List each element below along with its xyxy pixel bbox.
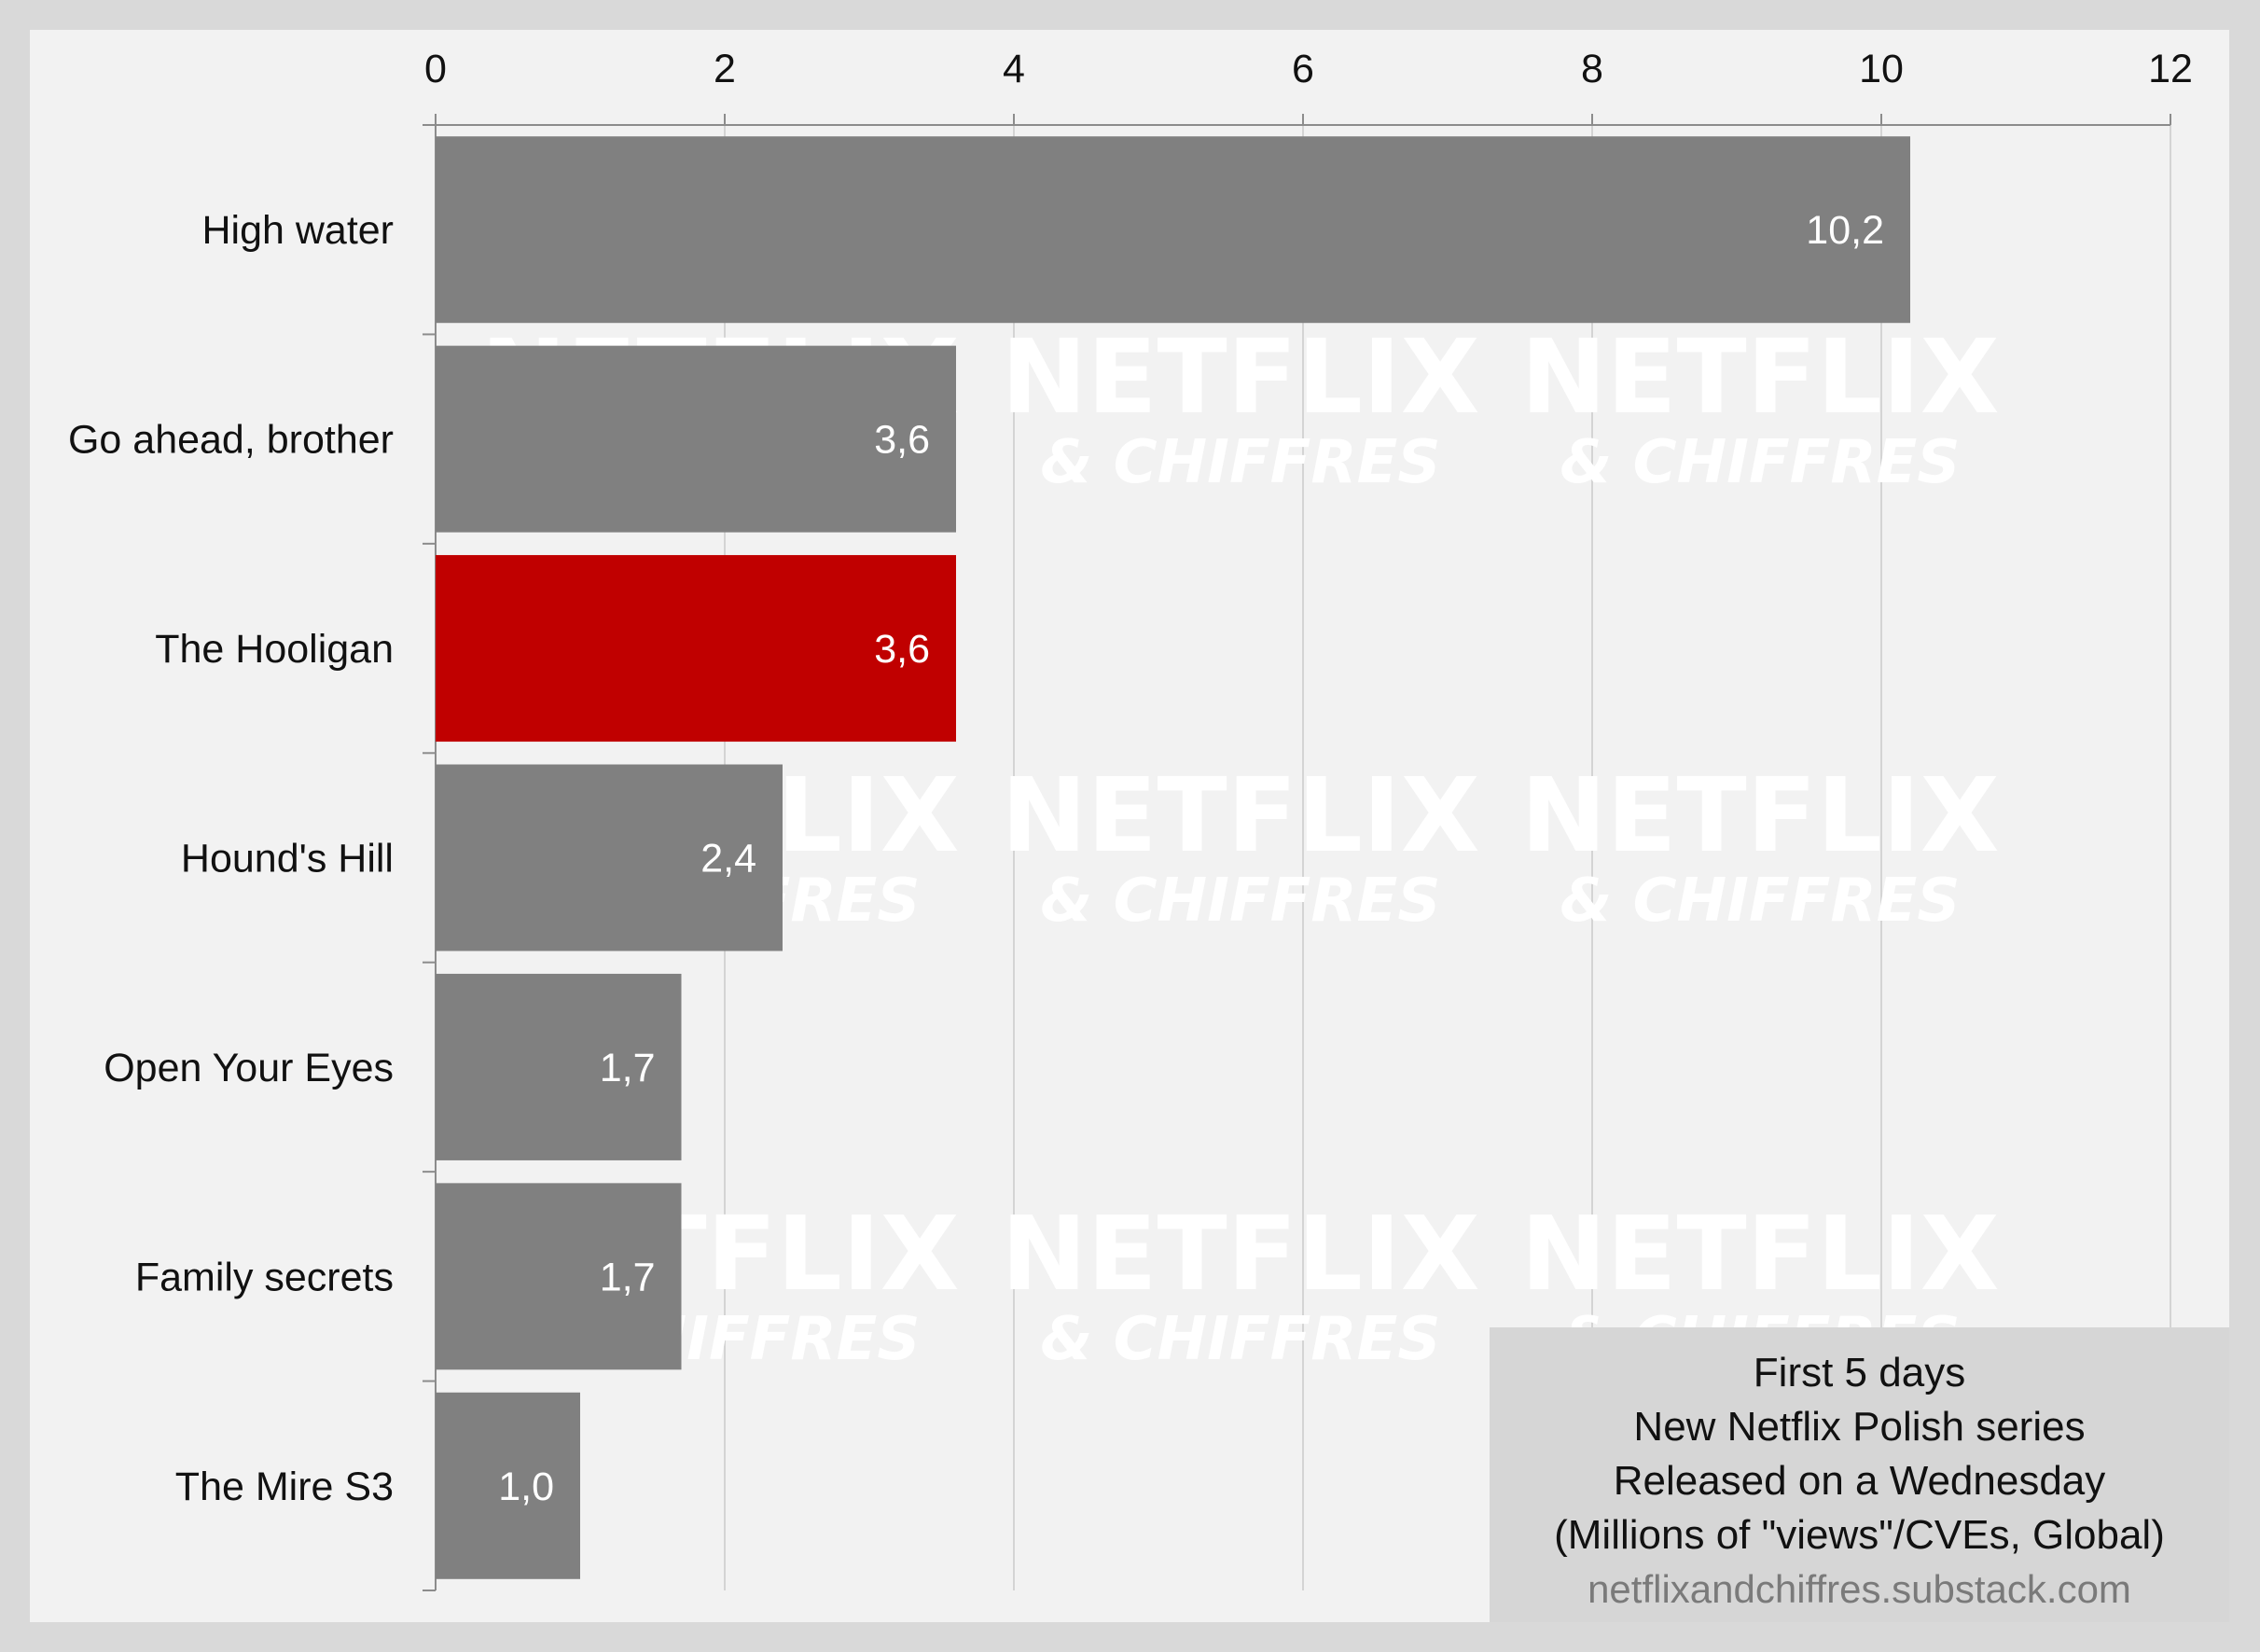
source-url: netflixandchiffres.substack.com: [1588, 1567, 2131, 1611]
bar-value-label: 10,2: [1806, 208, 1884, 253]
bar: [436, 973, 682, 1160]
x-tick-label: 10: [1859, 47, 1904, 91]
bar-value-label: 1,0: [498, 1465, 554, 1509]
watermark-logo-subtext: & CHIFFRES: [1560, 428, 1961, 497]
x-tick-label: 8: [1581, 47, 1603, 91]
watermark-logo-subtext: & CHIFFRES: [1560, 867, 1961, 936]
x-tick-label: 0: [424, 47, 447, 91]
watermark-logo-subtext: & CHIFFRES: [1041, 867, 1441, 936]
category-label: Go ahead, brother: [68, 418, 394, 463]
bar-value-label: 3,6: [874, 418, 930, 463]
watermark-logo-subtext: & CHIFFRES: [1041, 1305, 1441, 1374]
category-label: High water: [201, 208, 394, 253]
watermark-logo-subtext: & CHIFFRES: [1041, 428, 1441, 497]
watermark-logo-text: NETFLIX: [1520, 317, 1999, 437]
category-label: The Mire S3: [175, 1465, 394, 1509]
x-tick-label: 6: [1292, 47, 1314, 91]
bar-value-label: 2,4: [700, 837, 756, 882]
bar: [436, 764, 783, 951]
watermark-logo-text: NETFLIX: [1001, 1194, 1479, 1313]
category-label: The Hooligan: [155, 627, 394, 672]
watermark-logo-text: NETFLIX: [1520, 756, 1999, 875]
x-tick-label: 4: [1003, 47, 1025, 91]
x-tick-label: 12: [2148, 47, 2193, 91]
bar: [436, 1183, 682, 1370]
bar-value-label: 3,6: [874, 627, 930, 672]
category-label: Family secrets: [135, 1255, 394, 1299]
bar-value-label: 1,7: [600, 1046, 656, 1090]
bar-value-label: 1,7: [600, 1255, 656, 1299]
caption-line-2: New Netflix Polish series: [1633, 1404, 2086, 1450]
x-tick-label: 2: [714, 47, 736, 91]
watermark-logo-text: NETFLIX: [1001, 317, 1479, 437]
category-label: Open Your Eyes: [104, 1046, 394, 1090]
bar: [436, 555, 956, 743]
category-label: Hound's Hill: [181, 837, 394, 882]
watermark-logo-text: NETFLIX: [1520, 1194, 1999, 1313]
caption-line-1: First 5 days: [1753, 1350, 1966, 1395]
bar: [436, 1392, 580, 1579]
bar: [436, 136, 1910, 324]
caption-line-3: Released on a Wednesday: [1613, 1458, 2106, 1504]
caption-line-4: (Millions of "views"/CVEs, Global): [1554, 1512, 2165, 1558]
bar: [436, 345, 956, 533]
watermark-logo-text: NETFLIX: [1001, 756, 1479, 875]
chart-caption-box: First 5 days New Netflix Polish series R…: [1490, 1327, 2229, 1622]
chart-frame: 0 2 4 6 8 10 12 NETFLIX & CHIFFRES NETFLIX & CHIFF…: [30, 30, 2229, 1622]
